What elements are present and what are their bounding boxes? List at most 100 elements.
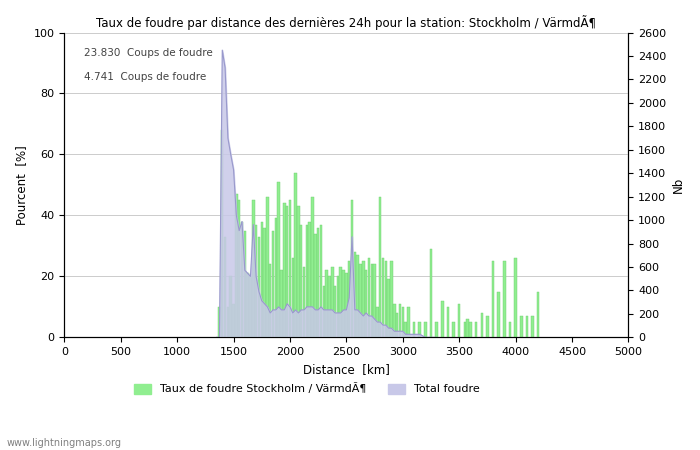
Bar — [365, 270, 368, 338]
Bar — [328, 276, 330, 338]
Bar — [235, 194, 237, 338]
Bar — [384, 261, 387, 338]
Bar — [249, 276, 252, 338]
Bar — [370, 264, 373, 338]
X-axis label: Distance  [km]: Distance [km] — [303, 363, 390, 376]
Bar — [391, 261, 393, 338]
Bar — [498, 292, 500, 338]
Bar — [531, 316, 534, 338]
Bar — [340, 267, 342, 338]
Bar — [354, 252, 356, 338]
Y-axis label: Nb: Nb — [672, 177, 685, 193]
Bar — [458, 304, 461, 338]
Bar — [337, 276, 340, 338]
Text: www.lightningmaps.org: www.lightningmaps.org — [7, 438, 122, 448]
Bar — [227, 307, 229, 338]
Bar — [244, 231, 246, 338]
Bar — [430, 249, 432, 338]
Bar — [441, 301, 444, 338]
Text: 4.741  Coups de foudre: 4.741 Coups de foudre — [84, 72, 206, 82]
Bar — [486, 316, 489, 338]
Bar — [298, 206, 300, 338]
Bar — [514, 258, 517, 338]
Bar — [387, 279, 390, 338]
Legend: Taux de foudre Stockholm / VärmdÃ¶, Total foudre: Taux de foudre Stockholm / VärmdÃ¶, Tota… — [130, 379, 484, 399]
Bar — [396, 313, 398, 338]
Bar — [356, 255, 359, 338]
Bar — [475, 322, 477, 338]
Bar — [260, 221, 263, 338]
Bar — [241, 221, 243, 338]
Bar — [537, 292, 540, 338]
Bar — [238, 200, 240, 338]
Bar — [334, 285, 336, 338]
Bar — [526, 316, 528, 338]
Bar — [359, 264, 362, 338]
Bar — [246, 273, 249, 338]
Bar — [399, 304, 401, 338]
Bar — [407, 307, 410, 338]
Bar — [435, 322, 438, 338]
Bar — [323, 285, 325, 338]
Text: 23.830  Coups de foudre: 23.830 Coups de foudre — [84, 48, 213, 58]
Bar — [405, 322, 407, 338]
Bar — [252, 200, 255, 338]
Bar — [345, 273, 348, 338]
Bar — [269, 264, 272, 338]
Bar — [503, 261, 505, 338]
Bar — [266, 197, 269, 338]
Bar — [331, 267, 333, 338]
Bar — [342, 270, 345, 338]
Bar — [362, 261, 365, 338]
Bar — [258, 237, 260, 338]
Bar — [286, 206, 288, 338]
Bar — [466, 319, 469, 338]
Bar — [312, 197, 314, 338]
Bar — [277, 182, 280, 338]
Bar — [230, 276, 232, 338]
Bar — [520, 316, 522, 338]
Bar — [379, 197, 382, 338]
Bar — [224, 237, 226, 338]
Bar — [326, 270, 328, 338]
Bar — [419, 322, 421, 338]
Title: Taux de foudre par distance des dernières 24h pour la station: Stockholm / Värmd: Taux de foudre par distance des dernière… — [97, 15, 596, 30]
Bar — [218, 307, 220, 338]
Y-axis label: Pourcent  [%]: Pourcent [%] — [15, 145, 28, 225]
Bar — [274, 218, 277, 338]
Bar — [368, 258, 370, 338]
Bar — [314, 234, 316, 338]
Bar — [291, 258, 294, 338]
Bar — [232, 304, 234, 338]
Bar — [376, 307, 379, 338]
Bar — [393, 304, 395, 338]
Bar — [300, 225, 302, 338]
Bar — [382, 258, 384, 338]
Bar — [424, 322, 426, 338]
Bar — [303, 267, 305, 338]
Bar — [469, 322, 472, 338]
Bar — [373, 264, 376, 338]
Bar — [306, 225, 308, 338]
Bar — [463, 322, 466, 338]
Bar — [283, 203, 286, 338]
Bar — [288, 200, 291, 338]
Bar — [320, 225, 322, 338]
Bar — [348, 261, 351, 338]
Bar — [402, 307, 404, 338]
Bar — [447, 307, 449, 338]
Bar — [295, 173, 297, 338]
Bar — [309, 221, 311, 338]
Bar — [255, 225, 258, 338]
Bar — [351, 200, 354, 338]
Bar — [263, 228, 266, 338]
Bar — [480, 313, 483, 338]
Bar — [452, 322, 455, 338]
Bar — [221, 130, 223, 338]
Bar — [492, 261, 494, 338]
Bar — [509, 322, 511, 338]
Bar — [280, 270, 283, 338]
Bar — [413, 322, 415, 338]
Bar — [317, 228, 319, 338]
Bar — [272, 231, 274, 338]
